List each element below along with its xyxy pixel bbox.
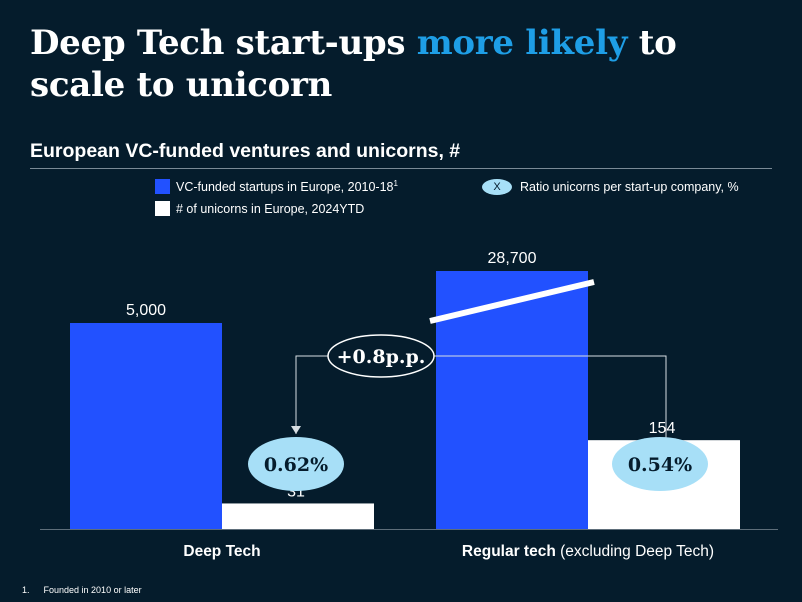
title-part-1: Deep Tech start-ups (30, 23, 417, 63)
legend-swatch-unicorns (155, 201, 170, 216)
category-name-0: Deep Tech (183, 543, 260, 560)
value-label-unicorns-1: 154 (649, 420, 676, 437)
legend-label-startups: VC-funded startups in Europe, 2010-181 (176, 179, 398, 194)
connector-right (433, 355, 667, 439)
legend-text-startups: VC-funded startups in Europe, 2010-18 (176, 180, 394, 195)
legend-item-startups: VC-funded startups in Europe, 2010-181 (155, 179, 398, 194)
legend-item-unicorns: # of unicorns in Europe, 2024YTD (155, 201, 364, 216)
footnote-ref: 1 (393, 179, 398, 188)
ratio-label-1: 0.54% (628, 454, 692, 476)
difference-oval (327, 334, 435, 378)
connector-arrowhead (291, 426, 301, 434)
ratio-oval-0 (248, 437, 344, 491)
axis-break-mark (429, 279, 595, 324)
bar-startups-1 (436, 271, 588, 529)
title-part-2: to scale to unicorn (30, 23, 677, 105)
page-title: Deep Tech start-ups more likely to scale… (30, 22, 780, 106)
value-label-startups-1: 28,700 (488, 250, 537, 267)
ratio-oval-1 (612, 437, 708, 491)
legend-label-unicorns: # of unicorns in Europe, 2024YTD (176, 201, 365, 216)
value-label-startups-0: 5,000 (126, 302, 166, 319)
category-name-1: Regular tech (462, 543, 556, 560)
category-label-0: Deep Tech (183, 543, 260, 560)
category-suffix-1: (excluding Deep Tech) (556, 543, 714, 560)
bar-unicorns-0 (222, 503, 374, 529)
footnote-text: Founded in 2010 or later (43, 585, 142, 595)
legend-label-ratio: Ratio unicorns per start-up company, % (520, 180, 739, 194)
chart-title: European VC-funded ventures and unicorns… (30, 140, 461, 162)
legend-item-ratio: X Ratio unicorns per start-up company, % (482, 179, 739, 195)
category-label-1: Regular tech (excluding Deep Tech) (462, 543, 714, 560)
footnote-number: 1. (22, 585, 30, 595)
connector-left (295, 355, 329, 434)
title-divider (30, 168, 772, 169)
bar-startups-0 (70, 323, 222, 529)
legend-swatch-startups (155, 179, 170, 195)
legend-ratio-oval: X (482, 179, 512, 195)
footnote: 1. Founded in 2010 or later (22, 585, 142, 595)
difference-label: +0.8p.p. (337, 346, 426, 368)
ratio-label-0: 0.62% (264, 454, 328, 476)
title-highlight: more likely (416, 23, 628, 63)
